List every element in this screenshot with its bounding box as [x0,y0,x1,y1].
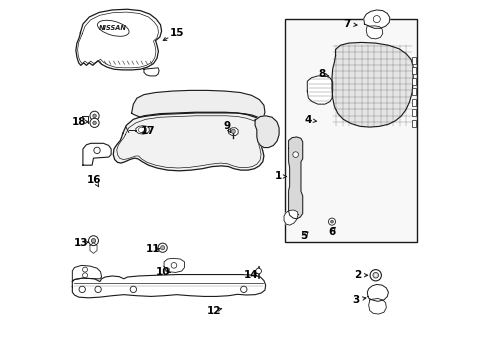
Circle shape [255,268,261,274]
Bar [285,19,417,242]
Bar [411,88,415,95]
Circle shape [90,118,99,127]
Circle shape [82,273,87,278]
Bar [411,57,415,64]
Text: 4: 4 [304,115,311,125]
Circle shape [130,286,136,293]
Circle shape [95,286,101,293]
Circle shape [240,286,246,293]
Bar [411,109,415,117]
Circle shape [372,273,378,278]
Text: 8: 8 [318,69,325,79]
Text: 11: 11 [145,244,160,254]
Polygon shape [288,137,302,219]
Polygon shape [76,9,161,70]
Circle shape [82,267,87,272]
Polygon shape [366,26,382,39]
Polygon shape [72,265,102,282]
Circle shape [292,152,298,157]
Bar [411,67,415,74]
Circle shape [328,218,335,225]
Circle shape [93,114,96,118]
Text: 10: 10 [156,267,170,278]
Circle shape [369,270,381,281]
Circle shape [90,111,99,120]
Circle shape [88,236,98,246]
Polygon shape [306,76,332,104]
Polygon shape [368,298,386,314]
Text: 3: 3 [351,295,359,305]
Circle shape [231,129,235,134]
Polygon shape [72,275,265,298]
Polygon shape [363,10,389,28]
Polygon shape [83,143,111,165]
Polygon shape [255,116,279,148]
Polygon shape [136,126,149,134]
Polygon shape [228,128,238,136]
Polygon shape [131,90,264,119]
Text: 14: 14 [243,270,258,280]
Circle shape [330,220,333,223]
Polygon shape [366,284,387,301]
Polygon shape [113,112,266,171]
Text: 1: 1 [274,171,281,181]
Circle shape [94,147,100,153]
Polygon shape [90,243,97,253]
Polygon shape [331,42,412,127]
Text: 9: 9 [223,121,230,131]
Text: 6: 6 [328,227,335,237]
Circle shape [93,121,96,125]
Circle shape [79,286,85,293]
Text: 2: 2 [353,270,360,280]
Circle shape [372,15,380,23]
Polygon shape [164,258,184,273]
Circle shape [374,274,376,276]
Circle shape [160,246,164,250]
Circle shape [158,243,167,252]
Text: 15: 15 [170,27,184,37]
Polygon shape [284,210,298,225]
Text: 12: 12 [207,306,222,315]
Bar [411,120,415,127]
Bar [411,99,415,106]
Polygon shape [143,68,159,76]
Text: 16: 16 [87,175,102,185]
Text: 17: 17 [141,126,156,136]
Text: 5: 5 [300,231,307,242]
Text: 13: 13 [74,238,89,248]
Text: NISSAN: NISSAN [99,25,127,31]
Circle shape [91,239,96,243]
Text: 7: 7 [343,19,350,29]
Bar [411,78,415,85]
Text: 18: 18 [71,117,86,127]
